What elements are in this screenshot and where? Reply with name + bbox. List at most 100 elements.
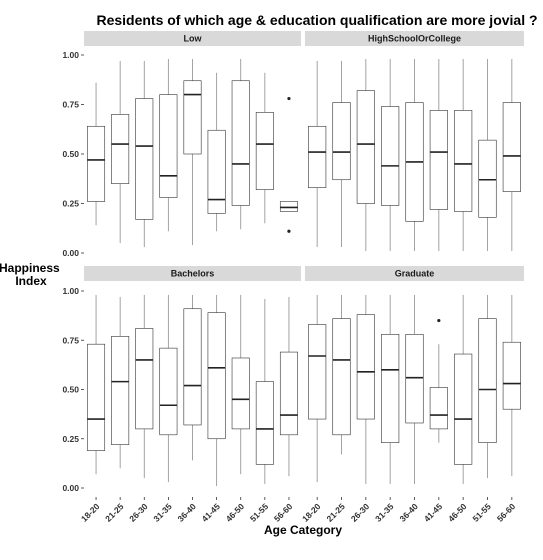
box-iqr (332, 102, 351, 181)
box-36-40 (183, 294, 202, 461)
box-iqr (454, 353, 473, 465)
box-36-40 (405, 294, 424, 485)
box-36-40 (405, 58, 424, 252)
x-tick-label: 26-30 (127, 501, 150, 524)
box-31-35 (159, 294, 178, 483)
y-axis-low: 0.00 0.25 0.50 0.75 1.00 (62, 50, 84, 258)
facet-panels: Low HighSchoolOrCollege Bachelors Graduate (84, 31, 524, 487)
box-iqr (207, 312, 226, 440)
box-iqr (478, 139, 497, 218)
x-tick-label: 18-20 (300, 501, 323, 524)
box-36-40 (183, 58, 202, 246)
box-18-20 (308, 60, 327, 248)
facet-strip (305, 31, 524, 46)
facet-strip-label: Graduate (395, 269, 435, 279)
x-tick-label: 36-40 (397, 501, 420, 524)
box-iqr (111, 336, 130, 445)
x-tick-label: 21-25 (324, 501, 347, 524)
box-41-45 (429, 318, 448, 443)
facet-strip (84, 31, 301, 46)
box-iqr (279, 351, 298, 436)
box-41-45 (207, 294, 226, 487)
box-56-60 (279, 96, 298, 233)
y-axis-title-line-2: Index (15, 274, 47, 288)
box-51-55 (255, 298, 274, 485)
box-iqr (87, 343, 106, 451)
panel-highschoolorcollege: HighSchoolOrCollege (305, 31, 524, 252)
box-46-50 (231, 58, 250, 230)
y-tick-label: 0.00 (62, 248, 79, 258)
x-tick-label: 18-20 (79, 501, 102, 524)
x-tick-label: 31-35 (151, 501, 174, 524)
outlier-point (287, 96, 291, 101)
facet-strip (305, 266, 524, 281)
box-iqr (159, 347, 178, 436)
box-18-20 (87, 82, 106, 226)
box-iqr (135, 328, 154, 430)
box-iqr (183, 308, 202, 426)
facet-strip (84, 266, 301, 281)
y-axes: 0.00 0.25 0.50 0.75 1.00 0.00 0.25 0.50 0.75 1.00 (62, 50, 84, 493)
box-46-50 (454, 294, 473, 485)
box-21-25 (111, 296, 130, 469)
box-31-35 (381, 58, 400, 252)
y-axis-title: Happiness Index (0, 261, 63, 288)
box-26-30 (135, 294, 154, 479)
box-iqr (231, 357, 250, 430)
box-iqr (429, 110, 448, 210)
facet-strip-label: Bachelors (171, 269, 215, 279)
outlier-point (287, 229, 291, 233)
y-tick-label: 0.50 (62, 385, 79, 395)
x-tick-label: 46-50 (446, 501, 469, 524)
box-21-25 (332, 60, 351, 248)
x-tick-label: 56-60 (495, 501, 518, 524)
box-iqr (381, 334, 400, 443)
x-tick-label: 46-50 (224, 501, 247, 524)
box-iqr (454, 110, 473, 212)
y-tick-label: 0.00 (62, 483, 79, 493)
box-iqr (159, 94, 178, 198)
box-iqr (429, 387, 448, 430)
y-tick-label: 0.25 (62, 199, 79, 209)
facet-strip-label: Low (184, 34, 203, 44)
panel-graduate: Graduate (305, 266, 524, 485)
box-iqr (356, 314, 375, 420)
x-tick-label: 31-35 (373, 501, 396, 524)
box-iqr (332, 318, 351, 436)
box-18-20 (308, 294, 327, 483)
y-axis-title-line-1: Happiness (0, 261, 60, 275)
y-tick-label: 0.75 (62, 100, 79, 110)
box-26-30 (356, 58, 375, 252)
box-51-55 (255, 72, 274, 224)
box-21-25 (111, 60, 130, 244)
box-iqr (356, 90, 375, 204)
box-51-55 (478, 58, 497, 252)
box-iqr (478, 318, 497, 443)
box-iqr (255, 381, 274, 465)
box-41-45 (207, 72, 226, 232)
box-iqr (207, 129, 226, 214)
box-56-60 (502, 294, 521, 477)
x-tick-label: 51-55 (248, 501, 271, 524)
box-51-55 (478, 294, 497, 479)
x-axis-title: Age Category (264, 523, 342, 537)
box-31-35 (381, 294, 400, 485)
box-iqr (502, 341, 521, 410)
x-tick-label: 56-60 (272, 501, 295, 524)
box-iqr (381, 106, 400, 206)
box-26-30 (356, 294, 375, 485)
y-tick-label: 0.75 (62, 335, 79, 345)
x-tick-label: 51-55 (470, 501, 493, 524)
x-tick-label: 41-45 (200, 501, 223, 524)
panel-bachelors: Bachelors (84, 266, 301, 487)
x-tick-label: 41-45 (422, 501, 445, 524)
y-tick-label: 0.50 (62, 149, 79, 159)
x-axis: 18-20 21-25 26-30 31-35 36-40 41-45 46-50 51-55… (79, 497, 517, 524)
box-26-30 (135, 60, 154, 248)
box-iqr (502, 102, 521, 192)
box-iqr (279, 201, 298, 212)
box-18-20 (87, 294, 106, 475)
box-iqr (111, 114, 130, 185)
y-tick-label: 0.25 (62, 434, 79, 444)
